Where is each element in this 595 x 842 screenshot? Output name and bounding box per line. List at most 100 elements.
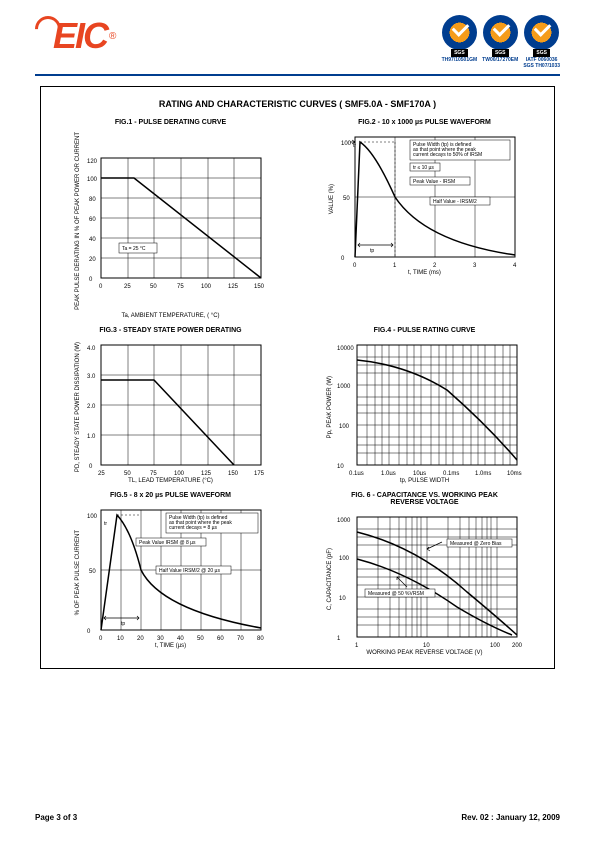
cert-badge: SGS TH97/10501GM: [442, 15, 478, 69]
chart-fig4: FIG.4 - PULSE RATING CURVE Pp, PEAK POWE…: [305, 327, 544, 484]
svg-text:0.1ms: 0.1ms: [443, 471, 459, 475]
svg-text:10: 10: [339, 596, 346, 602]
svg-text:125: 125: [228, 284, 239, 288]
svg-text:10ms: 10ms: [507, 471, 522, 475]
data-line: [101, 380, 234, 465]
charts-grid: FIG.1 - PULSE DERATING CURVE PEAK PULSE …: [51, 119, 544, 656]
svg-text:1: 1: [337, 636, 341, 642]
page: EIC ® SGS TH97/10501GM SGS TW00/17270EM …: [0, 0, 595, 842]
svg-text:60: 60: [89, 217, 96, 223]
svg-text:150: 150: [254, 284, 265, 288]
plot-area: Measured @ Zero Bias Measured @ 50 %VRSM…: [337, 512, 522, 647]
svg-text:Measured @ 50 %VRSM: Measured @ 50 %VRSM: [368, 591, 424, 597]
header: EIC ® SGS TH97/10501GM SGS TW00/17270EM …: [0, 0, 595, 74]
y-axis-label: VALUE (%): [329, 184, 336, 214]
plot-area: 01.02.03.04.0 255075100125150175: [86, 340, 266, 475]
svg-text:Measured @ Zero Bias: Measured @ Zero Bias: [450, 541, 502, 547]
plot-area: 10100100010000 0.1µs1.0µs10µs0.1ms1.0ms1…: [337, 340, 522, 475]
chart-note: Ta = 25 °C: [122, 246, 146, 252]
chart-fig3: FIG.3 - STEADY STATE POWER DERATING PD, …: [51, 327, 290, 484]
chart-title: FIG. 6 - CAPACITANCE VS. WORKING PEAK RE…: [351, 492, 498, 506]
cert-badge: SGS IATF 0060036 SGS TH07/1033: [523, 15, 560, 69]
svg-text:1: 1: [355, 643, 359, 647]
svg-text:Half Value - IRSM/2: Half Value - IRSM/2: [433, 199, 477, 205]
svg-text:40: 40: [177, 636, 184, 640]
y-axis-label: C, CAPACITANCE (pF): [327, 548, 334, 610]
svg-text:70: 70: [237, 636, 244, 640]
cert-code: TW00/17270EM: [482, 57, 518, 63]
svg-text:0: 0: [99, 284, 103, 288]
x-axis-label: TL, LEAD TEMPERATURE (°C): [128, 478, 213, 484]
svg-text:50: 50: [150, 284, 157, 288]
x-axis-label: t, TIME (ms): [408, 270, 441, 276]
svg-text:50: 50: [197, 636, 204, 640]
svg-text:0: 0: [99, 636, 103, 640]
chart-title: FIG.2 - 10 x 1000 µs PULSE WAVEFORM: [358, 119, 491, 126]
svg-text:175: 175: [254, 471, 265, 475]
svg-text:100: 100: [201, 284, 212, 288]
svg-text:200: 200: [512, 643, 522, 647]
svg-text:Half Value IRSM/2 @ 20 µs: Half Value IRSM/2 @ 20 µs: [159, 568, 220, 574]
chart-fig6: FIG. 6 - CAPACITANCE VS. WORKING PEAK RE…: [305, 492, 544, 656]
svg-text:40: 40: [89, 237, 96, 243]
y-axis-label: Pp, PEAK POWER (W): [327, 376, 334, 438]
svg-text:150: 150: [228, 471, 239, 475]
chart-title: FIG.1 - PULSE DERATING CURVE: [115, 119, 226, 126]
svg-text:0: 0: [89, 277, 93, 283]
page-number: Page 3 of 3: [35, 813, 77, 822]
svg-text:100: 100: [87, 514, 98, 520]
svg-text:20: 20: [137, 636, 144, 640]
x-axis-label: Ta, AMBIENT TEMPERATURE, ( °C): [121, 313, 219, 319]
svg-text:10µs: 10µs: [413, 471, 426, 475]
svg-text:75: 75: [177, 284, 184, 288]
chart-fig1: FIG.1 - PULSE DERATING CURVE PEAK PULSE …: [51, 119, 290, 319]
registered-icon: ®: [109, 31, 116, 42]
svg-text:10: 10: [337, 464, 344, 470]
y-axis-label: PEAK PULSE DERATING IN % OF PEAK POWER O…: [75, 132, 82, 310]
svg-text:1000: 1000: [337, 384, 351, 390]
content-box: RATING AND CHARACTERISTIC CURVES ( SMF5.…: [40, 86, 555, 669]
svg-text:tp: tp: [121, 621, 125, 627]
certifications: SGS TH97/10501GM SGS TW00/17270EM SGS IA…: [442, 15, 560, 69]
revision-date: Rev. 02 : January 12, 2009: [461, 813, 560, 822]
svg-text:0: 0: [89, 464, 93, 470]
svg-text:10: 10: [117, 636, 124, 640]
svg-text:0: 0: [341, 256, 345, 262]
footer: Page 3 of 3 Rev. 02 : January 12, 2009: [35, 813, 560, 822]
svg-text:1.0µs: 1.0µs: [381, 471, 396, 475]
sgs-label: SGS: [533, 49, 550, 57]
cert-code: SGS TH07/1033: [523, 63, 560, 69]
data-line: [357, 532, 517, 635]
plot-area: Pulse Width (tp) is defined as that poin…: [340, 132, 520, 267]
svg-text:tr: tr: [104, 521, 107, 527]
chart-title: FIG.3 - STEADY STATE POWER DERATING: [99, 327, 241, 334]
svg-text:10: 10: [423, 643, 430, 647]
svg-text:tr ≤ 10 µs: tr ≤ 10 µs: [413, 165, 434, 171]
y-axis-label: % OF PEAK PULSE CURRENT: [75, 530, 82, 615]
svg-text:1.0: 1.0: [87, 434, 96, 440]
svg-text:0: 0: [353, 263, 357, 267]
svg-text:60: 60: [217, 636, 224, 640]
sgs-label: SGS: [492, 49, 509, 57]
svg-text:50: 50: [89, 569, 96, 575]
svg-text:4.0: 4.0: [87, 346, 96, 352]
plot-area: Pulse Width (tp) is defined as that poin…: [86, 505, 266, 640]
svg-text:Peak Value IRSM @ 8 µs: Peak Value IRSM @ 8 µs: [139, 540, 196, 546]
sgs-label: SGS: [451, 49, 468, 57]
svg-text:100: 100: [174, 471, 185, 475]
svg-text:1.0ms: 1.0ms: [475, 471, 491, 475]
svg-text:100: 100: [87, 177, 98, 183]
svg-text:100: 100: [339, 556, 350, 562]
svg-text:current decays = 8 µs: current decays = 8 µs: [169, 525, 218, 531]
svg-text:25: 25: [124, 284, 131, 288]
svg-text:0: 0: [87, 629, 91, 635]
svg-text:1000: 1000: [337, 518, 351, 524]
svg-text:100: 100: [341, 141, 352, 147]
svg-text:current decays to 50% of IRSM: current decays to 50% of IRSM: [413, 152, 482, 158]
svg-text:125: 125: [201, 471, 212, 475]
svg-text:50: 50: [343, 196, 350, 202]
svg-text:tr: tr: [353, 143, 356, 149]
main-title: RATING AND CHARACTERISTIC CURVES ( SMF5.…: [51, 99, 544, 109]
svg-text:Peak Value - IRSM: Peak Value - IRSM: [413, 179, 455, 185]
svg-text:1: 1: [393, 263, 397, 267]
